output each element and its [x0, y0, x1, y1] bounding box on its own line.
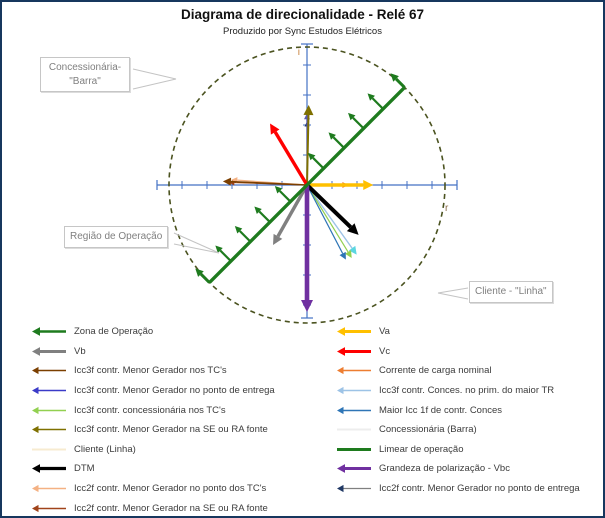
- legend-item: Corrente de carga nominal: [335, 361, 603, 381]
- legend-column-right: Va Vc Corrente de carga nominal Icc3f contr…: [335, 322, 603, 499]
- legend-item: Icc3f contr. Menor Gerador no ponto de e…: [30, 381, 330, 401]
- legend-marker-arrow: [337, 464, 371, 474]
- legend-marker-line: [337, 447, 371, 451]
- legend-column-left: Zona de Operação Vb Icc3f contr. Menor Ger…: [30, 322, 330, 516]
- legend-marker-arrow: [32, 464, 66, 474]
- legend-label: Icc3f contr. Menor Gerador na SE ou RA f…: [74, 424, 268, 436]
- legend-item: Icc3f contr. concessionária nos TC's: [30, 400, 330, 420]
- legend-item: Icc3f contr. Menor Gerador nos TC's: [30, 361, 330, 381]
- legend-label: Vb: [74, 345, 86, 357]
- legend-label: Maior Icc 1f de contr. Conces: [379, 404, 503, 416]
- legend-item: Limear de operação: [335, 440, 603, 460]
- legend-marker-arrow: [337, 484, 371, 493]
- legend-marker-arrow: [337, 327, 371, 337]
- callout-text: Região de Operação: [70, 231, 163, 242]
- legend-item: Maior Icc 1f de contr. Conces: [335, 400, 603, 420]
- legend-item: Vc: [335, 342, 603, 362]
- legend-label: Icc3f contr. Conces. no prim. do maior T…: [379, 385, 555, 397]
- legend-marker-arrow: [337, 387, 371, 395]
- callout-text: Cliente - "Linha": [475, 286, 547, 297]
- callout-regiao-de-operacao: Região de Operação: [64, 226, 169, 248]
- legend-label: Concessionária (Barra): [379, 424, 477, 436]
- legend-label: Limear de operação: [379, 443, 464, 455]
- legend-label: Vc: [379, 345, 391, 357]
- chart-title: Diagrama de direcionalidade - Relé 67: [180, 7, 425, 22]
- legend-marker-arrow: [32, 367, 66, 375]
- legend-item: Grandeza de polarização - Vbc: [335, 459, 603, 479]
- legend-marker-line: [337, 428, 371, 431]
- legend-item: Icc2f contr. Menor Gerador no ponto de e…: [335, 479, 603, 499]
- legend-marker-arrow: [32, 484, 66, 493]
- legend-item: Zona de Operação: [30, 322, 330, 342]
- legend-item: Vb: [30, 342, 330, 362]
- callout-cliente-linha: Cliente - "Linha": [469, 281, 553, 303]
- legend-label: Icc2f contr. Menor Gerador no ponto de e…: [379, 483, 580, 495]
- legend-item: Icc2f contr. Menor Gerador na SE ou RA f…: [30, 498, 330, 516]
- legend-marker-arrow: [32, 327, 66, 337]
- chart-subtitle: Produzido por Sync Estudos Elétricos: [223, 26, 382, 37]
- legend-label: Zona de Operação: [74, 326, 154, 338]
- legend-label: Grandeza de polarização - Vbc: [379, 463, 510, 475]
- legend-marker-arrow: [32, 426, 66, 434]
- legend-marker-arrow: [337, 346, 371, 356]
- legend-label: Icc2f contr. Menor Gerador no ponto dos …: [74, 483, 267, 495]
- legend-label: Cliente (Linha): [74, 443, 136, 455]
- callout-text: Concessionária- "Barra": [48, 62, 122, 87]
- legend-item: Concessionária (Barra): [335, 420, 603, 440]
- r-axis-label: r: [445, 203, 449, 214]
- legend-label: Icc3f contr. Menor Gerador nos TC's: [74, 365, 227, 377]
- legend-marker-arrow: [337, 367, 371, 375]
- legend-marker-arrow: [32, 504, 66, 512]
- legend-label: Icc2f contr. Menor Gerador na SE ou RA f…: [74, 502, 268, 514]
- legend-marker-arrow: [32, 387, 66, 395]
- callout-concessionaria-barra: Concessionária- "Barra": [40, 57, 130, 92]
- legend-item: Icc3f contr. Menor Gerador na SE ou RA f…: [30, 420, 330, 440]
- legend-marker-line: [32, 448, 66, 451]
- legend-label: Icc3f contr. Menor Gerador no ponto de e…: [74, 385, 275, 397]
- legend-item: Icc2f contr. Menor Gerador no ponto dos …: [30, 479, 330, 499]
- legend-marker-arrow: [32, 346, 66, 356]
- legend-item: Icc3f contr. Conces. no prim. do maior T…: [335, 381, 603, 401]
- legend-marker-arrow: [337, 406, 371, 414]
- legend-item: Cliente (Linha): [30, 440, 330, 460]
- legend-label: Va: [379, 326, 390, 338]
- legend-marker-arrow: [32, 406, 66, 414]
- legend-item: DTM: [30, 459, 330, 479]
- legend-label: Corrente de carga nominal: [379, 365, 492, 377]
- i-axis-label: i: [298, 47, 300, 58]
- legend-label: Icc3f contr. concessionária nos TC's: [74, 404, 226, 416]
- legend-item: Va: [335, 322, 603, 342]
- legend-label: DTM: [74, 463, 95, 475]
